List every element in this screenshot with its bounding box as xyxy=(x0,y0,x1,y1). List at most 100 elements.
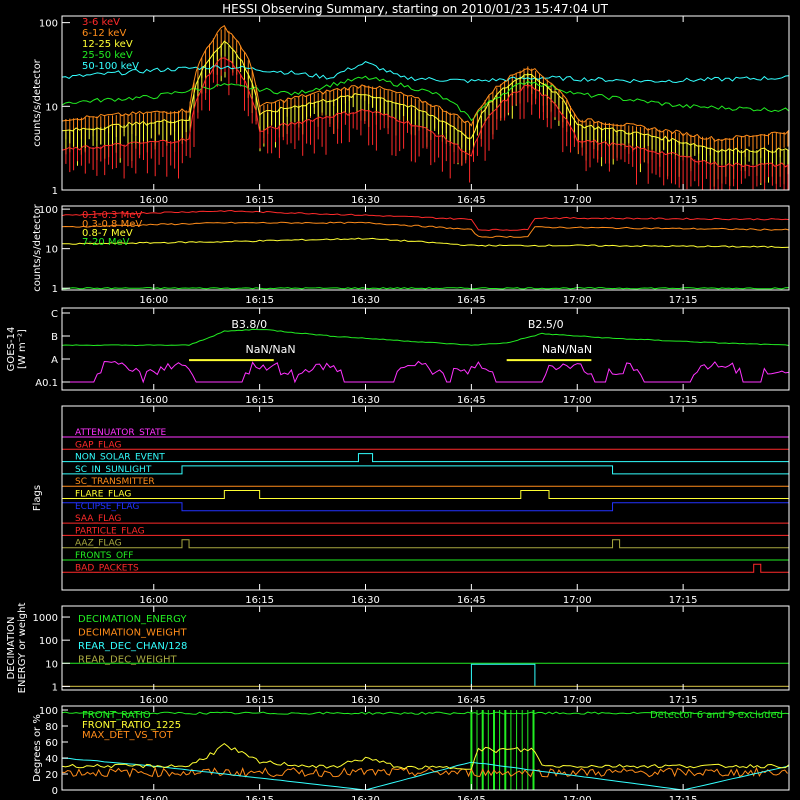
y-tick-label: 80 xyxy=(45,722,58,733)
series-line xyxy=(61,766,788,778)
y-axis-label: DECIMATION xyxy=(6,616,17,679)
series-line xyxy=(61,57,790,168)
panel-frame xyxy=(61,605,790,691)
series-line xyxy=(61,61,790,84)
x-tick-label: 16:30 xyxy=(351,295,380,306)
y-axis-label: Degrees or % xyxy=(32,714,43,782)
y-tick-label: 1 xyxy=(52,682,58,693)
ratio-note: Detector 6 and 9 excluded xyxy=(650,710,783,721)
legend-entry: DECIMATION_ENERGY xyxy=(78,614,187,625)
x-tick-label: 17:15 xyxy=(669,695,698,706)
flag-label: NON_SOLAR_EVENT xyxy=(75,453,165,463)
x-tick-label: 16:30 xyxy=(351,195,380,206)
series-line xyxy=(61,75,790,122)
y-tick-label: 100 xyxy=(39,19,58,30)
y-tick-label: 100 xyxy=(39,706,58,717)
panel-ratios: 16:00 16:15 16:30 16:45 17:00 17:15 0 20 40 60 80 1… xyxy=(32,705,790,800)
y-tick-label: 100 xyxy=(39,636,58,647)
flag-label: PARTICLE_FLAG xyxy=(75,526,145,536)
x-tick-label: 17:00 xyxy=(563,695,592,706)
x-tick-label: 16:00 xyxy=(139,395,168,406)
panel-flags: ATTENUATOR_STATE GAP_FLAG NON_SOLAR_EVENT S… xyxy=(32,405,790,606)
goes-annotation: B2.5/0 xyxy=(528,318,564,331)
y-tick-label: 40 xyxy=(45,754,58,765)
y-tick-label: 10 xyxy=(45,102,58,113)
legend-entry: MAX_DET_VS_TOT xyxy=(82,730,174,741)
flag-trace xyxy=(62,490,789,499)
panel-gamma-counts: 16:00 16:15 16:30 16:45 17:00 17:15 1 10 100coun… xyxy=(32,203,790,306)
flag-label: ATTENUATOR_STATE xyxy=(75,428,167,438)
flag-label: FRONTS_OFF xyxy=(75,551,133,561)
x-tick-label: 17:00 xyxy=(563,295,592,306)
flag-label: SC_TRANSMITTER xyxy=(75,477,155,487)
panel-frame xyxy=(61,15,790,191)
y-axis-label: ENERGY or weight xyxy=(17,603,28,694)
y-tick-label: 10 xyxy=(45,659,58,670)
legend-entry: 0.1-0.3 MeV xyxy=(82,210,142,221)
y-tick-label: 1 xyxy=(52,186,58,197)
panel-frame xyxy=(61,205,790,291)
x-tick-label: 17:15 xyxy=(669,395,698,406)
goes-annotation: NaN/NaN xyxy=(542,343,592,356)
x-tick-label: 16:00 xyxy=(139,795,168,800)
panel-goes: 16:00 16:15 16:30 16:45 17:00 17:15 A0.1 A B C GOE… xyxy=(6,307,790,406)
y-axis-label: counts/s/detector xyxy=(32,58,43,146)
flag-label: SAA_FLAG xyxy=(75,514,121,524)
x-tick-label: 16:45 xyxy=(457,195,486,206)
flag-trace xyxy=(62,465,789,475)
flag-label: SC_IN_SUNLIGHT xyxy=(75,465,152,475)
series-line xyxy=(61,209,790,232)
x-tick-label: 17:00 xyxy=(563,595,592,606)
panel-xray-counts: 16:00 16:15 16:30 16:45 17:00 17:15 1 10 100 coun… xyxy=(32,15,790,206)
panel-frame xyxy=(61,307,790,391)
x-tick-label: 16:15 xyxy=(245,295,274,306)
x-tick-label: 16:15 xyxy=(245,695,274,706)
x-tick-label: 16:30 xyxy=(351,595,380,606)
x-tick-label: 16:00 xyxy=(139,695,168,706)
panel-frame xyxy=(61,705,790,791)
y-tick-label: A0.1 xyxy=(35,378,58,389)
legend-entry: 6-12 keV xyxy=(82,28,126,39)
flag-trace xyxy=(61,502,790,512)
y-axis-label: Flags xyxy=(32,485,43,511)
panel-decimation: 16:00 16:15 16:30 16:45 17:00 17:15 1 10 100 1000… xyxy=(6,603,790,706)
flag-label: ECLIPSE_FLAG xyxy=(75,502,139,512)
flag-trace xyxy=(62,453,789,463)
legend-entry: REAR_DEC_WEIGHT xyxy=(78,655,177,666)
legend-entry: DECIMATION_WEIGHT xyxy=(78,628,187,639)
y-tick-label: 100 xyxy=(39,205,58,216)
flag-trace xyxy=(62,539,789,549)
x-tick-label: 16:15 xyxy=(245,595,274,606)
x-tick-label: 17:15 xyxy=(669,595,698,606)
goes-annotation: B3.8/0 xyxy=(231,318,267,331)
x-tick-label: 17:15 xyxy=(669,795,698,800)
y-tick-label: 60 xyxy=(45,738,58,749)
series-line xyxy=(61,24,790,142)
goes-high-line xyxy=(61,328,790,347)
x-tick-label: 17:15 xyxy=(669,195,698,206)
y-axis-label: GOES-14 xyxy=(6,327,17,372)
figure-title: HESSI Observing Summary, starting on 201… xyxy=(222,2,608,16)
x-tick-label: 17:15 xyxy=(669,295,698,306)
series-line xyxy=(61,40,790,153)
legend-entry: 50-100 keV xyxy=(82,61,139,72)
y-tick-label: 10 xyxy=(45,245,58,256)
legend-entry: 12-25 keV xyxy=(82,39,133,50)
series-line xyxy=(61,237,790,249)
legend-entry: 25-50 keV xyxy=(82,50,133,61)
flag-label: AAZ_FLAG xyxy=(75,539,122,549)
x-tick-label: 16:30 xyxy=(351,395,380,406)
y-tick-label: B xyxy=(51,332,58,343)
legend-entry: REAR_DEC_CHAN/128 xyxy=(78,641,187,652)
x-tick-label: 16:45 xyxy=(457,595,486,606)
x-tick-label: 16:15 xyxy=(245,395,274,406)
x-tick-label: 17:00 xyxy=(563,795,592,800)
y-axis-label: counts/s/detector xyxy=(32,203,43,291)
y-axis-label: [W m⁻²] xyxy=(17,329,28,369)
x-tick-label: 16:45 xyxy=(457,395,486,406)
x-tick-label: 16:45 xyxy=(457,795,486,800)
series-line xyxy=(61,742,790,770)
flag-label: GAP_FLAG xyxy=(75,440,121,450)
y-tick-label: C xyxy=(51,309,58,320)
legend-entry: 0.3-0.8 MeV xyxy=(82,219,142,230)
